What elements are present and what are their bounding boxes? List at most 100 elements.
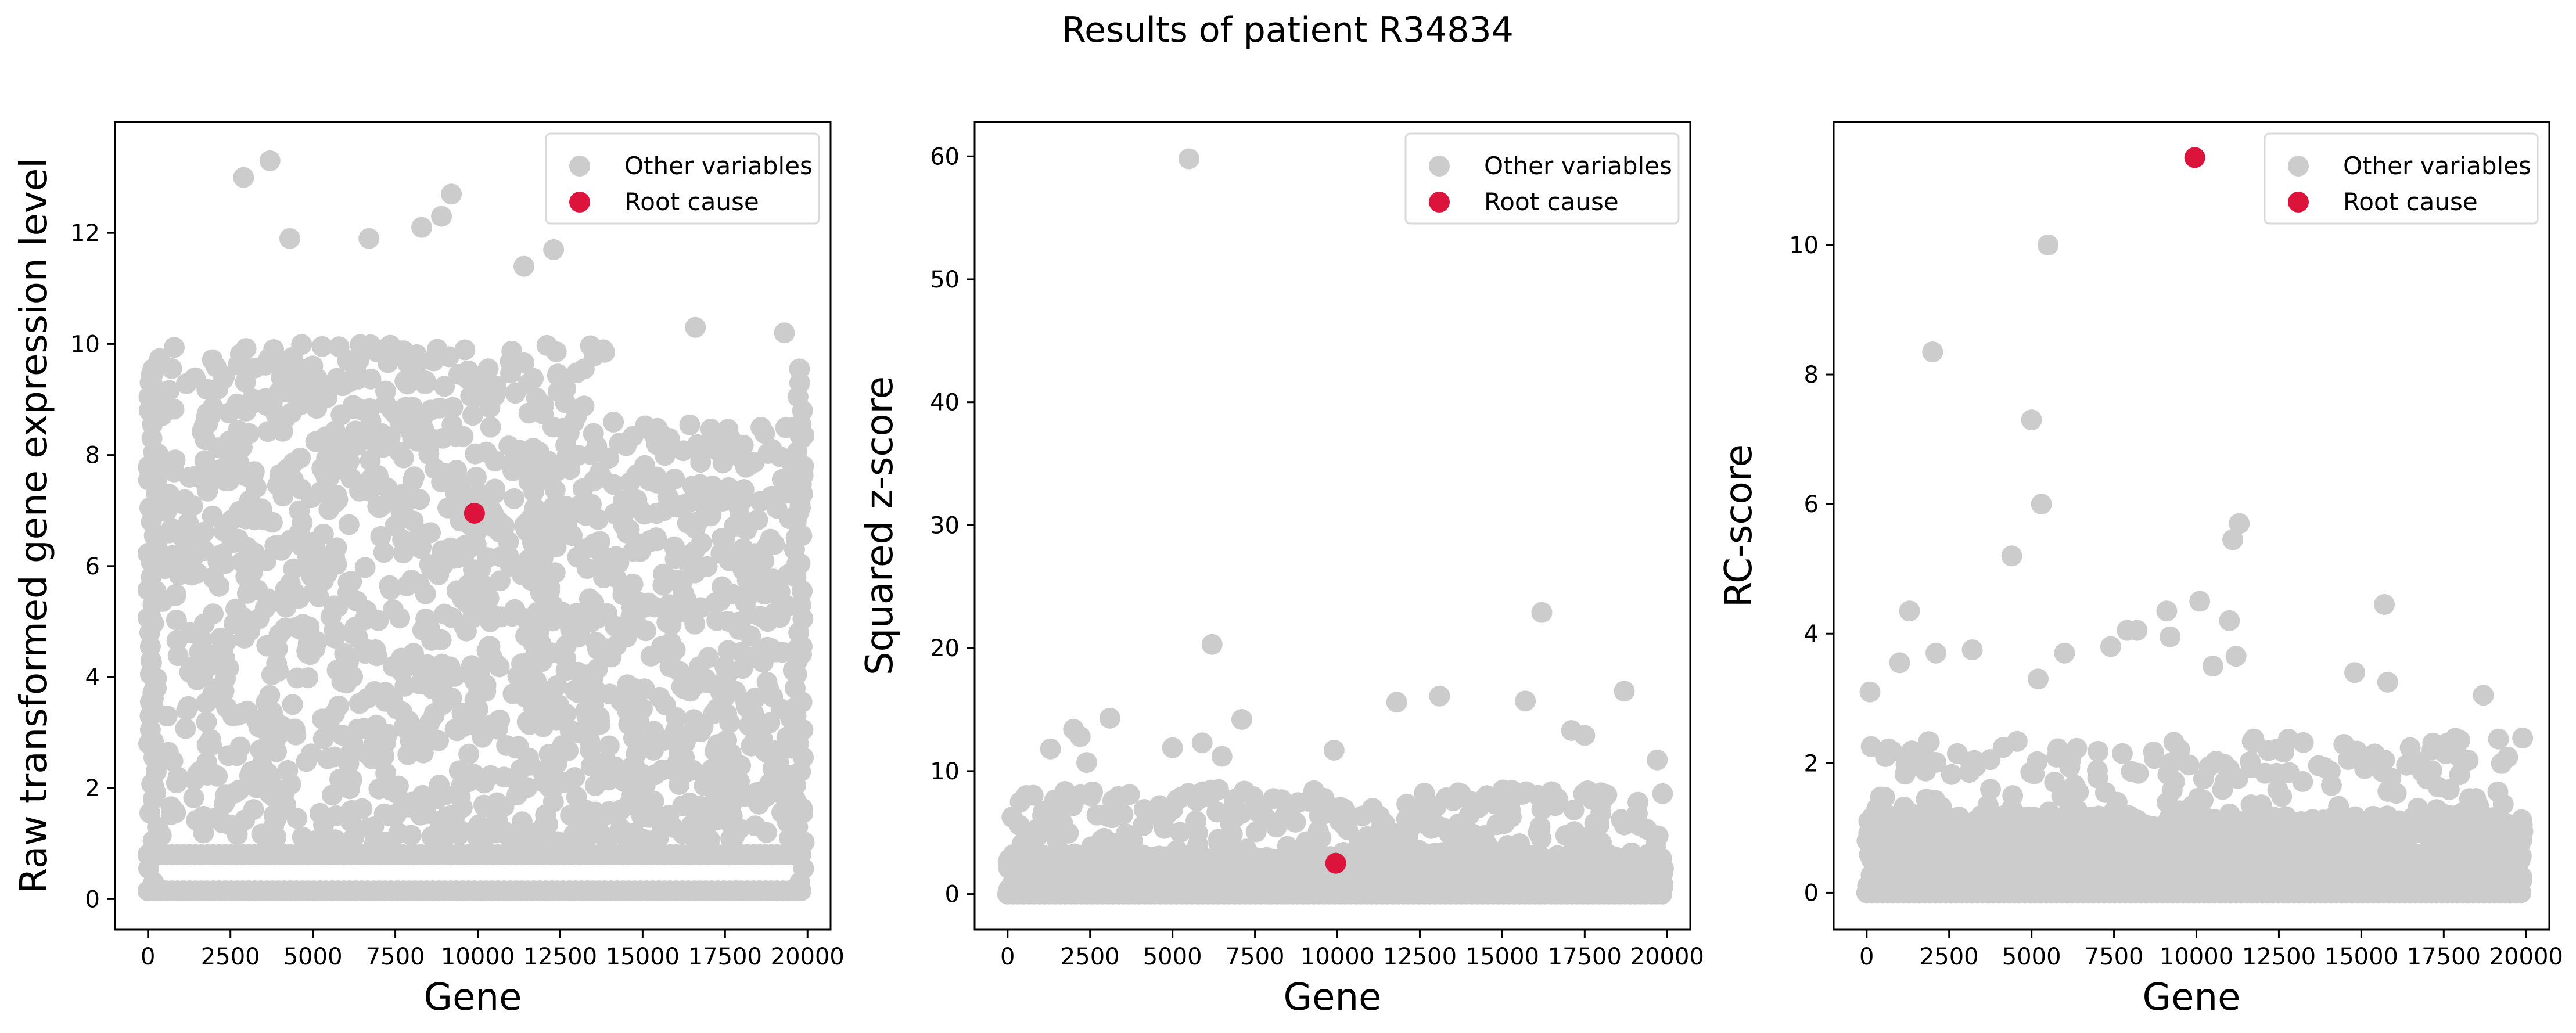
legend-label-root: Root cause [1484,188,1619,216]
other-variable-point [595,768,616,790]
other-variable-point [2214,754,2235,775]
other-variable-point [415,608,437,629]
other-variable-point [1169,822,1191,843]
other-variable-point [329,768,350,790]
other-variable-point [179,661,200,683]
other-variable-point [774,322,795,344]
other-variable-point [756,822,777,843]
other-variable-point [598,735,620,757]
other-variable-point [1328,798,1349,819]
other-variable-point [159,380,180,401]
axes-frame [114,121,832,931]
other-variable-point [396,575,418,597]
other-variable-point [2271,786,2293,807]
other-variable-point [1424,813,1446,834]
other-variable-point [2020,762,2042,783]
other-variable-point [700,419,721,440]
other-variable-point [203,603,224,625]
other-variable-point [482,604,503,625]
other-variable-point [2292,771,2313,792]
other-variable-point [367,496,389,517]
other-variable-point [1099,707,1120,729]
other-variable-point [175,718,196,739]
other-variable-point [1245,821,1267,843]
x-tick-label: 17500 [688,944,762,970]
legend-marker-other [1429,156,1450,177]
other-variable-point [679,414,700,435]
other-variable-point [610,818,631,839]
other-variable-point [232,606,253,628]
other-variable-point [599,683,620,705]
other-variable-point [515,754,537,776]
other-variable-point [718,761,739,783]
other-variable-point [626,465,646,487]
other-variable-point [1651,883,1673,905]
other-variable-point [341,571,362,592]
plot-area [1856,147,2534,904]
other-variable-point [559,719,581,741]
other-variable-point [2347,827,2369,849]
other-variable-point [579,730,601,751]
other-variable-point [366,645,387,667]
other-variable-point [762,686,784,707]
other-variable-point [209,575,230,597]
other-variable-point [397,744,419,765]
other-variable-point [474,796,495,818]
other-variable-point [2112,743,2133,764]
other-variable-point [485,382,506,404]
legend-marker-root [1429,192,1450,213]
other-variable-point [1582,789,1603,810]
other-variable-point [1231,850,1253,871]
other-variable-point [1022,784,1044,806]
other-variable-point [789,358,810,380]
other-variable-point [538,743,560,765]
y-tick-label: 2 [85,775,100,802]
other-variable-point [2212,779,2233,800]
other-variable-point [1201,634,1223,655]
other-variable-point [674,601,695,622]
other-variable-point [196,752,217,773]
other-variable-point [769,607,791,628]
other-variable-point [268,724,290,745]
other-variable-point [685,675,706,696]
other-variable-point [732,434,754,456]
other-variable-point [2326,831,2348,852]
other-variable-point [1647,825,1669,847]
other-variable-point [542,610,563,632]
other-variable-point [532,462,554,483]
other-variable-point [484,451,506,472]
other-variable-point [2427,837,2448,859]
y-tick-label: 4 [85,664,100,691]
other-variable-point [195,643,216,665]
other-variable-point [511,811,533,833]
other-variable-point [380,579,401,600]
y-tick-label: 12 [70,220,100,247]
other-variable-point [234,809,256,831]
other-variable-point [282,469,304,491]
other-variable-point [652,759,673,780]
other-variable-point [1208,829,1229,850]
other-variable-point [272,420,293,442]
other-variable-point [1399,819,1420,840]
x-tick-label: 15000 [1465,944,1539,970]
other-variable-point [458,743,480,765]
other-variable-point [513,255,534,277]
legend-box [545,132,820,225]
other-variable-point [2407,797,2428,819]
other-variable-point [1457,848,1478,870]
other-variable-point [398,710,419,732]
other-variable-point [415,370,436,391]
other-variable-point [2326,852,2347,873]
other-variable-point [2193,768,2214,790]
other-variable-point [411,217,432,238]
other-variable-point [1273,807,1295,828]
other-variable-point [161,358,182,379]
other-variable-point [431,206,452,227]
other-variable-point [542,778,563,799]
other-variable-point [441,414,463,435]
other-variable-point [345,625,367,646]
other-variable-point [409,523,431,544]
other-variable-point [1486,854,1508,875]
other-variable-point [263,339,285,360]
other-variable-point [1201,779,1222,801]
